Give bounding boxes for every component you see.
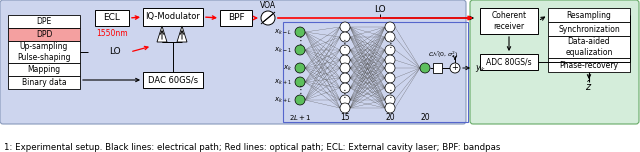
Circle shape <box>340 22 350 32</box>
Bar <box>143 8 203 26</box>
Text: Mapping: Mapping <box>28 65 61 74</box>
Text: $y_k$: $y_k$ <box>475 62 486 74</box>
Bar <box>220 10 252 26</box>
Text: ⋮: ⋮ <box>340 89 350 99</box>
Text: LO: LO <box>374 5 386 14</box>
Text: +: + <box>452 64 458 73</box>
Bar <box>433 63 442 73</box>
Bar <box>548 36 630 58</box>
Circle shape <box>340 32 350 42</box>
Bar <box>548 8 630 22</box>
Text: 1: Experimental setup. Black lines: electrical path; Red lines: optical path; EC: 1: Experimental setup. Black lines: elec… <box>4 143 500 152</box>
Text: $x_{k-1}$: $x_{k-1}$ <box>274 45 292 55</box>
Circle shape <box>295 95 305 105</box>
Polygon shape <box>177 26 187 42</box>
Text: $x_k$: $x_k$ <box>283 63 292 73</box>
Text: ⋮: ⋮ <box>385 89 395 99</box>
FancyBboxPatch shape <box>0 0 466 124</box>
Circle shape <box>385 73 395 83</box>
Text: ⋮: ⋮ <box>385 39 395 49</box>
Circle shape <box>420 63 430 73</box>
Circle shape <box>295 77 305 87</box>
Circle shape <box>340 55 350 65</box>
Text: $x_{k+L}$: $x_{k+L}$ <box>275 95 292 105</box>
Circle shape <box>340 73 350 83</box>
Circle shape <box>340 83 350 93</box>
Circle shape <box>385 32 395 42</box>
Text: 20: 20 <box>385 112 395 121</box>
Circle shape <box>385 45 395 55</box>
Text: $x_{k+1}$: $x_{k+1}$ <box>274 77 292 87</box>
Bar <box>480 8 538 34</box>
Text: DPE: DPE <box>36 17 52 26</box>
Bar <box>548 22 630 36</box>
Text: Synchronization: Synchronization <box>558 24 620 33</box>
FancyBboxPatch shape <box>470 0 639 124</box>
Circle shape <box>385 55 395 65</box>
Text: ECL: ECL <box>104 14 120 22</box>
Text: IQ-Modulator: IQ-Modulator <box>145 12 200 21</box>
Circle shape <box>385 103 395 113</box>
Text: $\mathcal{CN}(0,\sigma_z^2)$: $\mathcal{CN}(0,\sigma_z^2)$ <box>428 50 458 60</box>
Circle shape <box>385 63 395 73</box>
Circle shape <box>340 103 350 113</box>
Circle shape <box>450 63 460 73</box>
Text: ADC 80GS/s: ADC 80GS/s <box>486 57 532 67</box>
Circle shape <box>261 11 275 25</box>
Bar <box>8 41 80 63</box>
Text: Phase-recovery: Phase-recovery <box>559 60 618 69</box>
Text: $x_{k-L}$: $x_{k-L}$ <box>275 27 292 37</box>
Text: LO: LO <box>109 47 121 57</box>
Bar <box>8 63 80 76</box>
Text: 15: 15 <box>340 112 350 121</box>
Text: ⋮: ⋮ <box>295 85 305 95</box>
Bar <box>8 76 80 89</box>
Bar <box>8 28 80 41</box>
Text: ⋮: ⋮ <box>340 39 350 49</box>
Circle shape <box>295 45 305 55</box>
Circle shape <box>385 83 395 93</box>
Circle shape <box>295 63 305 73</box>
Circle shape <box>385 22 395 32</box>
Bar <box>8 15 80 28</box>
Polygon shape <box>157 26 167 42</box>
Bar <box>548 58 630 72</box>
Text: Binary data: Binary data <box>22 78 67 87</box>
Circle shape <box>295 27 305 37</box>
Bar <box>143 72 203 88</box>
Circle shape <box>340 95 350 105</box>
Text: Data-aided
equalization: Data-aided equalization <box>565 37 612 57</box>
Circle shape <box>340 45 350 55</box>
Text: 1550nm: 1550nm <box>96 29 128 38</box>
Bar <box>480 54 538 70</box>
Text: $\hat{z}$: $\hat{z}$ <box>586 79 593 93</box>
Circle shape <box>340 63 350 73</box>
Text: BPF: BPF <box>228 14 244 22</box>
Text: $2L+1$: $2L+1$ <box>289 112 312 121</box>
Text: VOA: VOA <box>260 2 276 10</box>
Circle shape <box>385 95 395 105</box>
Bar <box>95 10 129 26</box>
Text: DAC 60GS/s: DAC 60GS/s <box>148 76 198 85</box>
Text: Up-sampling
Pulse-shaping: Up-sampling Pulse-shaping <box>17 42 71 62</box>
Text: ⋮: ⋮ <box>295 36 305 46</box>
Text: Resampling: Resampling <box>566 10 611 19</box>
Text: DPD: DPD <box>36 30 52 39</box>
Text: Coherent
receiver: Coherent receiver <box>492 11 527 31</box>
Text: 20: 20 <box>420 112 430 121</box>
